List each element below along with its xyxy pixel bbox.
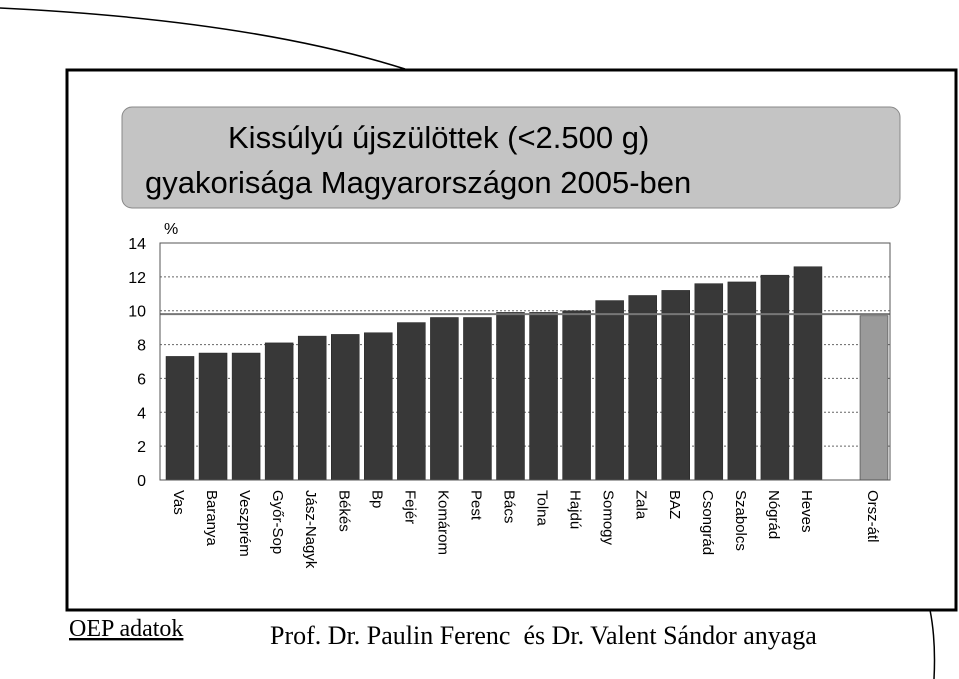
y-tick-label: 4 [137, 405, 146, 422]
credit-note: Prof. Dr. Paulin Ferenc és Dr. Valent Sá… [270, 621, 817, 650]
x-tick-label: Vas [170, 490, 187, 515]
x-tick-label: Heves [798, 490, 815, 533]
y-tick-label: 14 [128, 236, 146, 253]
x-tick-label: Veszprém [236, 490, 253, 557]
x-tick-label: Szabolcs [732, 490, 749, 551]
y-tick-label: 10 [128, 304, 146, 321]
bar [595, 300, 624, 481]
bar [297, 335, 327, 481]
decor-curve [0, 7, 406, 70]
x-tick-label: Somogy [600, 490, 617, 546]
x-tick-label: Bp [368, 490, 385, 508]
bar [529, 312, 558, 481]
x-tick-label: Bács [501, 490, 518, 523]
bar [694, 283, 724, 481]
bar [463, 317, 492, 481]
bar [331, 334, 360, 481]
bar [661, 290, 690, 481]
y-tick-label: 0 [137, 473, 146, 490]
x-tick-label: Pest [467, 490, 484, 521]
plot-frame [159, 242, 891, 481]
y-tick-label: 2 [137, 439, 146, 456]
bar [793, 266, 823, 481]
bar [397, 322, 426, 481]
bar [430, 317, 459, 481]
y-tick-label: 8 [137, 338, 146, 355]
bar [727, 281, 757, 481]
x-tick-label: Orsz-átl [864, 490, 881, 543]
x-tick-label: Csongrád [699, 490, 716, 555]
chart-title: Kissúlyú újszülöttek (<2.500 g) [228, 120, 649, 155]
bar [165, 356, 195, 481]
bar [859, 315, 889, 481]
y-axis-label: % [164, 221, 178, 238]
bar [760, 274, 790, 481]
x-tick-label: Komárom [434, 490, 451, 555]
x-tick-label: Fejér [401, 490, 418, 524]
x-tick-label: Zala [633, 490, 650, 520]
bar [364, 332, 393, 481]
bar [231, 352, 261, 481]
x-tick-label: Győr-Sop [269, 490, 286, 554]
x-tick-label: BAZ [666, 490, 683, 519]
x-tick-label: Hajdú [567, 490, 584, 529]
y-tick-label: 12 [128, 270, 146, 287]
bar [562, 310, 591, 481]
x-tick-label: Jász-Nagyk [302, 490, 319, 569]
x-tick-label: Baranya [203, 490, 220, 547]
bar [264, 342, 294, 481]
bar [496, 312, 525, 481]
chart-title: gyakorisága Magyarországon 2005-ben [145, 165, 691, 200]
y-tick-label: 6 [137, 371, 146, 388]
x-tick-label: Nógrád [765, 490, 782, 539]
x-tick-label: Tolna [534, 490, 551, 527]
title-box [121, 106, 901, 209]
decor-curve [929, 609, 936, 679]
source-note: OEP adatok [69, 616, 183, 642]
bar [198, 352, 228, 481]
x-tick-label: Békés [335, 490, 352, 532]
bar [628, 295, 657, 481]
